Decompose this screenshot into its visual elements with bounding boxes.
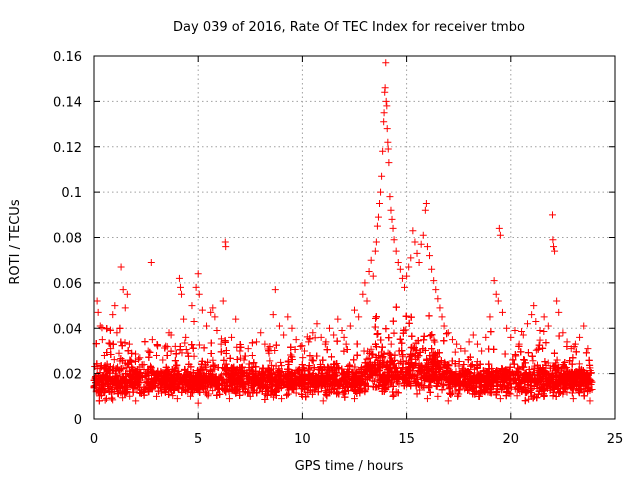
data-point-background (209, 356, 217, 364)
data-point-background (292, 389, 300, 397)
data-point-background (387, 340, 395, 348)
data-point-background (367, 345, 375, 353)
data-point-background (169, 392, 177, 400)
data-point-background (182, 345, 190, 353)
data-point-background (513, 392, 521, 400)
data-point-background (451, 348, 459, 356)
data-point-background (236, 354, 244, 362)
data-point-background (195, 341, 203, 349)
data-point-background (277, 358, 285, 366)
data-point-background (209, 387, 217, 395)
data-point-background (371, 378, 379, 386)
data-point-background (525, 395, 533, 403)
data-point-background (101, 396, 109, 404)
chart-title: Day 039 of 2016, Rate Of TEC Index for r… (173, 20, 525, 35)
data-point-background (109, 396, 117, 404)
data-point-background (563, 388, 571, 396)
data-point-background (162, 342, 170, 350)
data-point-background (126, 392, 134, 400)
data-points (90, 59, 596, 407)
data-point-background (266, 357, 274, 365)
data-point-background (306, 366, 314, 374)
data-point-background (311, 334, 319, 342)
data-point-background (575, 360, 583, 368)
data-point-background (271, 347, 279, 355)
data-point-background (532, 346, 540, 354)
data-point-background (299, 354, 307, 362)
data-point-background (540, 328, 548, 336)
data-point-background (440, 382, 448, 390)
data-point-background (518, 328, 526, 336)
data-point-background (529, 357, 537, 365)
data-point-background (416, 386, 424, 394)
data-point-background (536, 336, 544, 344)
data-point-background (119, 394, 127, 402)
data-point-background (110, 356, 118, 364)
data-point-background (181, 339, 189, 347)
data-point-background (204, 392, 212, 400)
